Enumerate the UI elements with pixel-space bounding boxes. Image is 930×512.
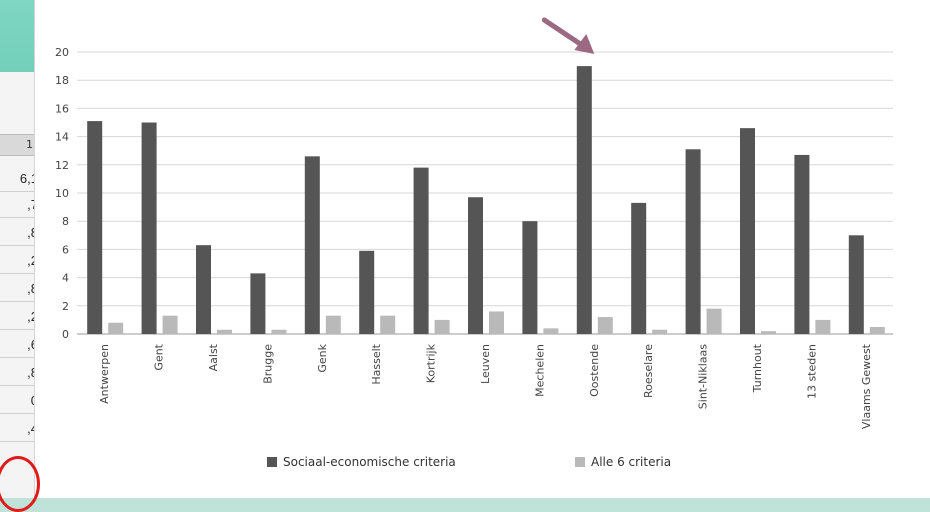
- x-tick-label: Vlaams Gewest: [860, 343, 873, 429]
- bar-all-criteria: [869, 326, 885, 334]
- bar-socio-economic: [87, 121, 103, 334]
- table-cell: 6,1: [0, 166, 40, 192]
- bar-all-criteria: [706, 308, 722, 334]
- table-cell: ,8: [0, 276, 40, 302]
- bar-socio-economic: [522, 221, 538, 334]
- bar-socio-economic: [794, 154, 810, 334]
- table-cell: ,2: [0, 304, 40, 330]
- bar-socio-economic: [740, 128, 755, 334]
- y-tick-label: 2: [62, 300, 69, 313]
- y-tick-label: 14: [55, 131, 69, 144]
- x-tick-label: Sint-Niklaas: [697, 344, 710, 409]
- x-tick-label: Genk: [316, 343, 329, 372]
- bar-all-criteria: [380, 315, 396, 334]
- x-tick-label: Hasselt: [370, 343, 383, 384]
- bar-socio-economic: [359, 250, 375, 334]
- bar-all-criteria: [489, 311, 504, 334]
- legend-label: Sociaal-economische criteria: [283, 455, 456, 469]
- legend-swatch: [575, 457, 585, 467]
- bar-all-criteria: [543, 328, 559, 334]
- y-tick-label: 16: [55, 102, 69, 115]
- bar-socio-economic: [685, 149, 701, 334]
- bar-chart: 0 2 4 6 8 10 12 14 16 18 20 Antwerpen Gent Aalst Brugg…: [55, 17, 893, 469]
- bar-socio-economic: [250, 273, 266, 334]
- bar-all-criteria: [815, 319, 831, 334]
- arrow-shaft: [541, 17, 589, 51]
- bar-all-criteria: [597, 317, 613, 334]
- highlight-circle: [0, 456, 40, 512]
- x-tick-label: Kortrijk: [425, 343, 438, 383]
- x-tick-label: 13 steden: [805, 344, 818, 399]
- bar-socio-economic: [848, 235, 864, 334]
- x-tick-label: Roeselare: [642, 344, 655, 398]
- legend-swatch: [267, 457, 277, 467]
- x-tick-label: Turnhout: [751, 343, 764, 393]
- bar-socio-economic: [304, 156, 320, 334]
- y-tick-label: 18: [55, 74, 69, 87]
- y-tick-label: 0: [62, 328, 69, 341]
- legend-label: Alle 6 criteria: [591, 455, 671, 469]
- bar-socio-economic: [631, 202, 647, 334]
- table-cell: ,8: [0, 220, 40, 246]
- x-tick-label: Gent: [153, 343, 166, 370]
- x-tick-label: Mechelen: [533, 344, 546, 397]
- y-tick-label: 4: [62, 272, 69, 285]
- bar-socio-economic: [576, 66, 592, 334]
- table-cell: ,6: [0, 332, 40, 358]
- bar-all-criteria: [217, 329, 232, 334]
- bar-all-criteria: [434, 319, 450, 334]
- y-tick-label: 8: [62, 215, 69, 228]
- x-tick-label: Oostende: [588, 344, 601, 397]
- x-tick-label: Aalst: [207, 343, 220, 371]
- x-tick-label: Brugge: [261, 344, 274, 384]
- bar-all-criteria: [271, 329, 287, 334]
- y-tick-label: 20: [55, 46, 69, 59]
- y-tick-label: 12: [55, 159, 69, 172]
- table-cell: ,2: [0, 248, 40, 274]
- bar-socio-economic: [141, 122, 157, 334]
- y-tick-label: 10: [55, 187, 69, 200]
- table-cell: ,7: [0, 192, 40, 218]
- y-tick-label: 6: [62, 243, 69, 256]
- bar-socio-economic: [196, 245, 211, 334]
- arrow-head: [574, 34, 595, 54]
- bar-all-criteria: [162, 315, 178, 334]
- bar-socio-economic: [468, 197, 483, 334]
- table-cell: ,4: [0, 416, 40, 442]
- bar-socio-economic: [413, 167, 429, 334]
- bar-all-criteria: [325, 315, 341, 334]
- x-tick-label: Antwerpen: [98, 344, 111, 404]
- table-cell: ,8: [0, 360, 40, 386]
- bar-all-criteria: [108, 322, 124, 334]
- x-tick-label: Leuven: [479, 344, 492, 384]
- chart-panel: 0 2 4 6 8 10 12 14 16 18 20 Antwerpen Gent Aalst Brugg…: [34, 0, 930, 498]
- bar-all-criteria: [761, 331, 776, 334]
- bar-all-criteria: [652, 329, 668, 334]
